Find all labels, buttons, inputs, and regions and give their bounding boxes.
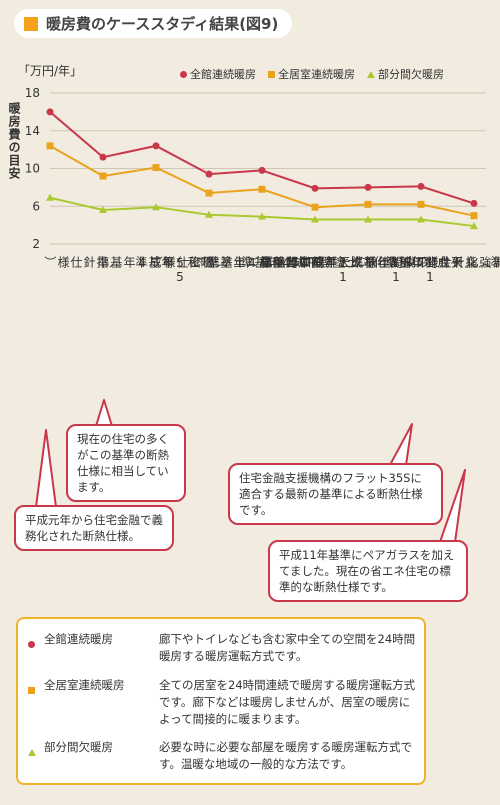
data-point <box>99 206 107 214</box>
data-point <box>364 215 372 223</box>
callout-tail <box>35 429 57 508</box>
square-marker-icon <box>28 687 35 694</box>
data-point <box>258 166 266 174</box>
y-tick-label: 10 <box>25 162 40 176</box>
data-point <box>46 193 54 201</box>
x-label: 平 成 11 年 基 準 （ 土 塗 壁 ） <box>306 256 463 284</box>
callout-tail <box>95 399 113 427</box>
x-label: 昭 和 55 年 基 準 （ 指 針 仕 様 ） <box>43 256 213 284</box>
y-tick-label: 6 <box>32 199 40 213</box>
legend-label: 全居室連続暖房 <box>278 68 355 81</box>
page-title: 暖房費のケーススタディ結果(図9) <box>46 15 279 33</box>
data-point <box>417 200 425 208</box>
circle-marker-icon <box>180 70 187 78</box>
legend-label: 全館連続暖房 <box>190 68 256 81</box>
data-point <box>258 185 266 193</box>
callout-current-standard: 現在の住宅の多くがこの基準の断熱仕様に相当しています。 <box>66 424 186 502</box>
circle-marker-icon <box>28 641 35 648</box>
unit-label: 「万円/年」 <box>18 64 83 78</box>
x-label: 平 成 4 年 基 準 （ 機 密 仕 様 ） <box>149 256 319 270</box>
y-axis-label: 暖房費の目安 <box>7 102 21 180</box>
series-line <box>49 144 475 217</box>
data-point <box>99 153 107 161</box>
triangle-marker-icon <box>367 70 375 78</box>
description-row: 全館連続暖房 廊下やトイレなども含む家中全ての空間を24時間暖房する暖房運転方式… <box>28 631 421 665</box>
description-name: 全館連続暖房 <box>44 632 113 646</box>
data-point <box>152 203 160 211</box>
callout-flat35s: 住宅金融支援機構のフラット35Sに適合する最新の基準による断熱仕様です。 <box>228 463 443 525</box>
data-point <box>46 108 54 116</box>
description-name: 部分間欠暖房 <box>44 740 113 754</box>
data-point <box>470 199 478 207</box>
x-label: の 中 間 仕 様 （ 土 塗 壁 ） <box>193 256 324 268</box>
data-point <box>205 170 213 178</box>
data-point <box>205 189 213 197</box>
x-label: の 中 間 仕 様 （ 天 井 開 口 部 強 化 ） <box>246 256 429 268</box>
description-text: 必要な時に必要な部屋を暖房する暖房運転方式です。温暖な地域の一般的な方法です。 <box>159 740 412 771</box>
data-point <box>311 215 319 223</box>
data-point <box>46 142 54 150</box>
y-tick-label: 18 <box>25 86 40 100</box>
data-point <box>364 183 372 191</box>
description-name: 全居室連続暖房 <box>44 678 125 692</box>
callout-h1-standard: 平成元年から住宅金融で義務化された断熱仕様。 <box>14 505 174 551</box>
legend-item-rooms: 全居室連続暖房 <box>268 66 355 82</box>
data-point <box>417 182 425 190</box>
triangle-marker-icon <box>28 749 36 756</box>
square-marker-icon <box>268 70 275 78</box>
x-label: 平 成 11 年 基 準 と 平 成 4 年 基 準 <box>259 256 429 284</box>
callout-pair-glass: 平成11年基準にペアガラスを加えてました。現在の省エネ住宅の標準的な断熱仕様です… <box>268 540 468 602</box>
description-row: 全居室連続暖房 全ての居室を24時間連続で暖房する暖房運転方式です。廊下などは暖… <box>28 677 421 728</box>
description-box: 全館連続暖房 廊下やトイレなども含む家中全ての空間を24時間暖房する暖房運転方式… <box>16 617 426 785</box>
data-point <box>152 164 160 172</box>
data-point <box>364 200 372 208</box>
description-text: 廊下やトイレなども含む家中全ての空間を24時間暖房する暖房運転方式です。 <box>159 632 416 663</box>
legend-label: 部分間欠暖房 <box>378 68 444 81</box>
series-line <box>49 196 475 228</box>
x-label: 平 成 11 年 基 準 （ 指 針 仕 様 ） <box>412 256 491 268</box>
legend-item-partial: 部分間欠暖房 <box>367 66 444 82</box>
data-point <box>470 212 478 220</box>
data-point <box>417 215 425 223</box>
title-box: 暖房費のケーススタディ結果(図9) <box>14 9 293 38</box>
data-point <box>470 222 478 230</box>
legend-item-full: 全館連続暖房 <box>180 66 256 82</box>
x-label: 平 成 11 年 基 準 ＋ 開 口 部 強 化 <box>465 256 500 268</box>
x-label: 平 成 4 年 基 準 <box>96 256 175 270</box>
y-tick-label: 2 <box>32 237 40 251</box>
x-label: 平 成 11 年 基 準 （ 天 井 開 口 部 強 化 ） <box>359 256 500 268</box>
data-point <box>152 142 160 150</box>
data-point <box>99 172 107 180</box>
title-square-icon <box>24 16 38 31</box>
y-tick-label: 14 <box>25 124 40 138</box>
x-label: 平 成 11 年 基 準 と 平 成 4 年 基 準 <box>206 256 376 284</box>
data-point <box>205 210 213 218</box>
callout-tail <box>389 423 413 466</box>
data-point <box>311 184 319 192</box>
data-point <box>258 212 266 220</box>
description-row: 部分間欠暖房 必要な時に必要な部屋を暖房する暖房運転方式です。温暖な地域の一般的… <box>28 739 421 773</box>
callout-tail <box>439 469 466 543</box>
legend: 全館連続暖房 全居室連続暖房 部分間欠暖房 <box>180 66 444 82</box>
description-text: 全ての居室を24時間連続で暖房する暖房運転方式です。廊下などは暖房しませんが、居… <box>159 678 416 726</box>
data-point <box>311 203 319 211</box>
